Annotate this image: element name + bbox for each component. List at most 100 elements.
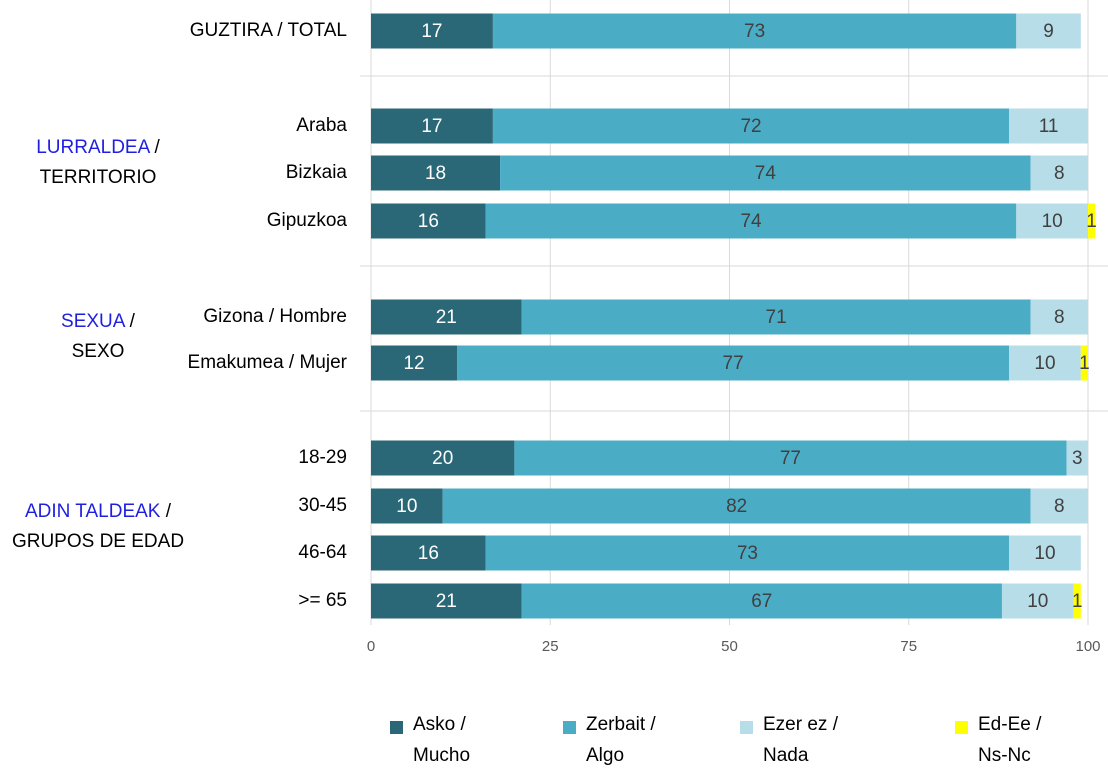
data-label: 67 (751, 591, 772, 612)
legend-label: Zerbait / Algo (586, 714, 656, 766)
bar-segment (1080, 345, 1088, 381)
legend-item: Ezer ez / Nada (740, 714, 855, 771)
bar-segment (521, 583, 1002, 619)
legend-label: Ezer ez / Nada (763, 714, 838, 766)
row-label: >= 65 (298, 590, 347, 611)
row-label: 46-64 (298, 542, 347, 563)
bar-segment (1009, 345, 1081, 381)
bar-segment (485, 535, 1010, 571)
bar-segment (457, 345, 1010, 381)
data-label: 72 (740, 116, 761, 137)
bar-segment (514, 440, 1067, 476)
group-suffix: / (124, 311, 135, 332)
bar-segment (1030, 299, 1088, 335)
bar-segment (371, 440, 515, 476)
bar-segment (492, 13, 1017, 49)
chart: LURRALDEA / TERRITORIO SEXUA / SEXO ADIN… (12, 0, 1108, 655)
data-label: 3 (1072, 448, 1083, 469)
data-label: 10 (396, 496, 417, 517)
data-label: 77 (780, 448, 801, 469)
bar-segment (442, 488, 1031, 524)
x-tick-label: 25 (542, 638, 559, 655)
row-label: Gizona / Hombre (203, 306, 347, 327)
data-label: 20 (432, 448, 453, 469)
data-label: 16 (418, 211, 439, 232)
data-label: 17 (421, 116, 442, 137)
legend: Asko / Mucho Zerbait / Algo Ezer ez / Nada… (0, 714, 1108, 773)
data-label: 8 (1054, 307, 1065, 328)
bar-segment (500, 155, 1031, 191)
row-label: 18-29 (298, 447, 347, 468)
bar-segment (1030, 155, 1088, 191)
data-label: 1 (1072, 591, 1083, 612)
group-suffix: / (149, 137, 160, 158)
data-label: 21 (436, 591, 457, 612)
bar-segment (371, 155, 501, 191)
data-label: 1 (1086, 211, 1097, 232)
bar-segment (1088, 203, 1096, 239)
data-label: 12 (403, 353, 424, 374)
row-label: 30-45 (298, 495, 347, 516)
data-label: 16 (418, 543, 439, 564)
data-label: 73 (744, 21, 765, 42)
data-label: 74 (755, 163, 777, 184)
bar-segment (1066, 440, 1088, 476)
data-label: 11 (1039, 116, 1059, 137)
group-name: LURRALDEA (36, 137, 150, 158)
data-label: 74 (740, 211, 762, 232)
legend-swatch (955, 721, 968, 734)
data-label: 77 (723, 353, 744, 374)
data-label: 73 (737, 543, 758, 564)
data-label: 18 (425, 163, 446, 184)
group-label: GRUPOS DE EDAD (12, 531, 184, 552)
group-label: SEXO (72, 341, 125, 362)
row-label: Emakumea / Mujer (188, 352, 348, 373)
data-label: 8 (1054, 496, 1065, 517)
bar-segment (1073, 583, 1081, 619)
legend-label: Ed-Ee / Ns-Nc (978, 714, 1042, 766)
group-label: LURRALDEA / (36, 137, 160, 158)
data-label: 10 (1042, 211, 1063, 232)
bar-segment (371, 345, 458, 381)
group-label: SEXUA / (61, 311, 136, 332)
bar-segment (492, 108, 1010, 144)
data-label: 9 (1043, 21, 1054, 42)
row-label: Araba (296, 115, 347, 136)
bar-segment (521, 299, 1031, 335)
group-label: ADIN TALDEAK / (25, 501, 172, 522)
row-label: GUZTIRA / TOTAL (190, 20, 347, 41)
row-label: Bizkaia (286, 162, 348, 183)
x-tick-label: 50 (721, 638, 738, 655)
legend-label: Asko / Mucho (413, 714, 471, 766)
bar-segment (371, 583, 522, 619)
bar-segment (1016, 13, 1081, 49)
bar-segment (1001, 583, 1074, 619)
legend-item: Zerbait / Algo (563, 714, 678, 771)
row-label: Gipuzkoa (267, 210, 348, 231)
legend-swatch (740, 721, 753, 734)
group-name: ADIN TALDEAK (25, 501, 161, 522)
legend-swatch (390, 721, 403, 734)
x-tick-label: 75 (900, 638, 917, 655)
x-tick-label: 100 (1075, 638, 1100, 655)
data-label: 8 (1054, 163, 1065, 184)
bar-segment (1009, 108, 1088, 144)
data-label: 71 (766, 307, 787, 328)
group-name: SEXUA (61, 311, 126, 332)
data-label: 10 (1034, 543, 1055, 564)
group-suffix: / (160, 501, 171, 522)
data-label: 21 (436, 307, 457, 328)
bar-segment (1016, 203, 1088, 239)
legend-item: Asko / Mucho (390, 714, 505, 771)
bar-segment (1030, 488, 1088, 524)
legend-swatch (563, 721, 576, 734)
data-label: 82 (726, 496, 747, 517)
group-label: TERRITORIO (40, 167, 157, 188)
data-label: 10 (1034, 353, 1055, 374)
bar-segment (371, 299, 522, 335)
bar-segment (1009, 535, 1081, 571)
legend-item: Ed-Ee / Ns-Nc (955, 714, 1070, 771)
bar-segment (371, 13, 493, 49)
bar-segment (371, 535, 486, 571)
